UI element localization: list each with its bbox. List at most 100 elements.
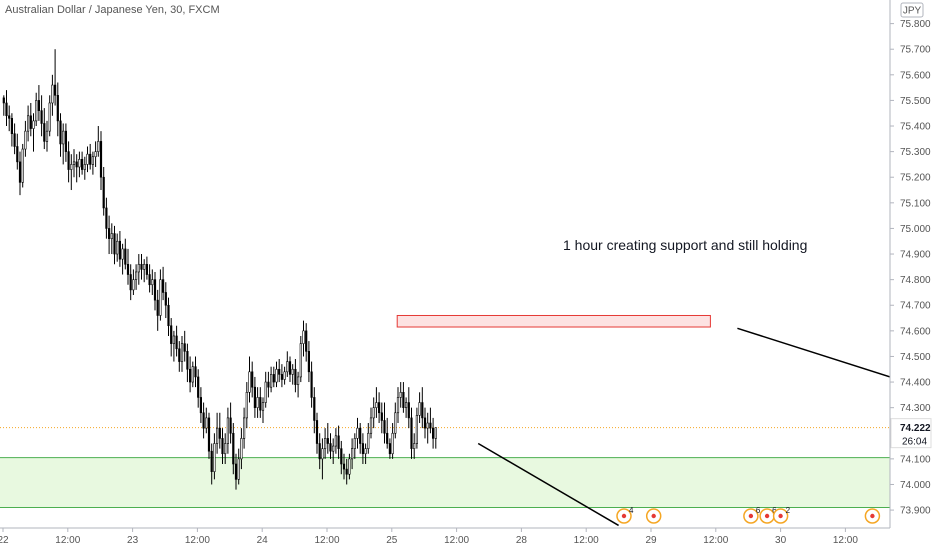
candle[interactable]: [280, 364, 284, 388]
candle[interactable]: [318, 433, 321, 470]
candle[interactable]: [94, 141, 97, 167]
candle[interactable]: [377, 392, 381, 424]
candle[interactable]: [340, 440, 343, 475]
candle[interactable]: [102, 166, 105, 216]
candle[interactable]: [40, 95, 43, 137]
candle[interactable]: [110, 223, 113, 255]
candle[interactable]: [178, 341, 181, 372]
candle[interactable]: [207, 412, 211, 459]
candle[interactable]: [159, 269, 162, 321]
candle[interactable]: [18, 151, 22, 196]
candle[interactable]: [237, 448, 240, 485]
trend-line-2[interactable]: [737, 327, 891, 378]
candle[interactable]: [299, 335, 302, 383]
event-marker[interactable]: 4: [616, 506, 634, 524]
candle[interactable]: [421, 387, 424, 429]
candle[interactable]: [89, 143, 92, 170]
candle[interactable]: [348, 453, 351, 480]
candle[interactable]: [194, 356, 197, 388]
candle[interactable]: [259, 387, 262, 418]
candle[interactable]: [137, 254, 140, 285]
candle[interactable]: [56, 82, 59, 137]
candle[interactable]: [426, 412, 429, 444]
candle[interactable]: [97, 126, 100, 157]
candle[interactable]: [364, 443, 367, 464]
candle[interactable]: [183, 330, 186, 362]
candle[interactable]: [210, 443, 213, 485]
candle[interactable]: [399, 382, 402, 408]
candle[interactable]: [326, 423, 329, 454]
candle[interactable]: [329, 433, 332, 459]
candle[interactable]: [59, 113, 62, 157]
candle[interactable]: [8, 105, 11, 132]
candle[interactable]: [410, 407, 413, 459]
candle[interactable]: [99, 131, 103, 191]
candle[interactable]: [418, 392, 421, 424]
candle[interactable]: [91, 151, 94, 175]
candle[interactable]: [48, 95, 51, 137]
candle[interactable]: [29, 102, 32, 137]
candle[interactable]: [391, 423, 394, 459]
candle[interactable]: [135, 264, 138, 290]
candle[interactable]: [162, 266, 165, 301]
candle[interactable]: [415, 407, 419, 449]
candle[interactable]: [359, 423, 362, 454]
candle[interactable]: [296, 371, 300, 398]
candle[interactable]: [361, 433, 365, 464]
candle[interactable]: [26, 105, 30, 142]
candle[interactable]: [81, 151, 84, 175]
candle[interactable]: [402, 382, 405, 413]
candle[interactable]: [407, 387, 410, 429]
event-marker[interactable]: 2: [772, 506, 791, 524]
candle[interactable]: [334, 428, 338, 454]
candle[interactable]: [105, 197, 108, 239]
candle[interactable]: [356, 417, 359, 449]
candle[interactable]: [226, 407, 230, 454]
candle[interactable]: [151, 269, 154, 296]
candle[interactable]: [21, 143, 24, 188]
candle[interactable]: [108, 215, 111, 255]
candle[interactable]: [429, 407, 432, 434]
candle[interactable]: [78, 151, 81, 178]
candle[interactable]: [37, 85, 40, 121]
candle[interactable]: [229, 402, 232, 444]
candle[interactable]: [283, 366, 286, 385]
candle[interactable]: [288, 356, 292, 383]
candle[interactable]: [267, 371, 270, 398]
candle[interactable]: [143, 259, 146, 283]
candle[interactable]: [75, 154, 78, 183]
candle[interactable]: [350, 438, 354, 470]
candle[interactable]: [129, 264, 132, 301]
candle[interactable]: [372, 397, 375, 429]
candle[interactable]: [126, 248, 130, 285]
candle[interactable]: [315, 412, 319, 454]
candle[interactable]: [172, 330, 176, 362]
candle[interactable]: [383, 402, 386, 444]
candle[interactable]: [369, 407, 373, 439]
candle[interactable]: [121, 243, 124, 275]
candle[interactable]: [5, 90, 8, 127]
candle[interactable]: [434, 427, 437, 449]
candle[interactable]: [13, 123, 16, 155]
candle[interactable]: [35, 92, 38, 127]
candle[interactable]: [375, 387, 378, 418]
candle[interactable]: [205, 407, 208, 434]
candle[interactable]: [394, 402, 397, 439]
candle[interactable]: [53, 49, 57, 106]
candle[interactable]: [413, 433, 416, 459]
currency-badge[interactable]: [900, 2, 924, 18]
candle[interactable]: [202, 402, 205, 439]
candle[interactable]: [264, 371, 267, 408]
candle[interactable]: [337, 425, 340, 459]
candle[interactable]: [32, 113, 35, 152]
candle[interactable]: [175, 325, 178, 357]
candle[interactable]: [197, 369, 200, 408]
candle[interactable]: [345, 458, 348, 485]
last-price-label[interactable]: 74.222 26:04: [890, 418, 932, 449]
candle[interactable]: [145, 256, 149, 280]
candle[interactable]: [186, 343, 189, 383]
candle[interactable]: [51, 74, 54, 116]
candle[interactable]: [167, 297, 170, 336]
candle[interactable]: [213, 433, 216, 480]
candle[interactable]: [189, 356, 192, 393]
